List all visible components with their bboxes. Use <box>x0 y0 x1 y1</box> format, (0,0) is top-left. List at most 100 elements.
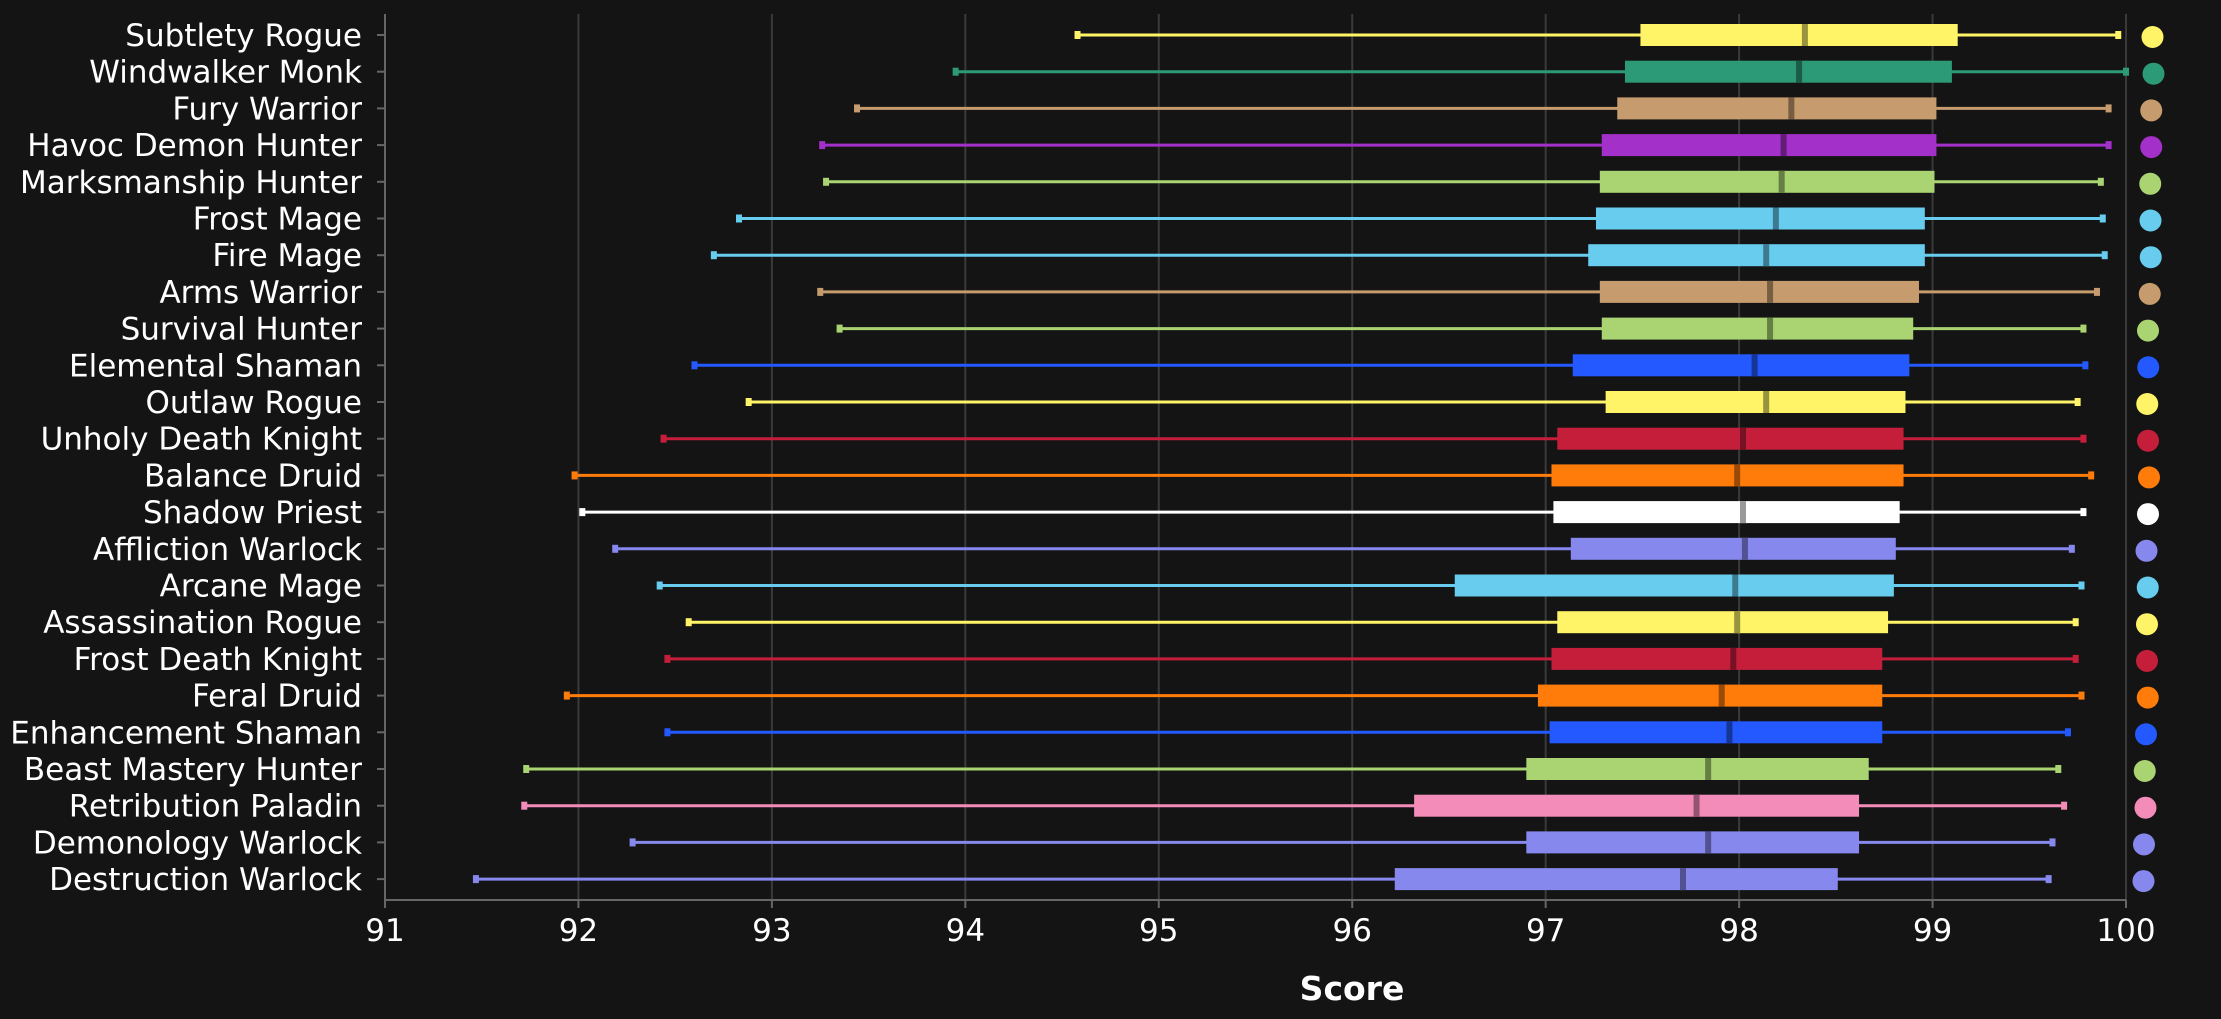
median-marker <box>1734 611 1741 634</box>
series-color-dot <box>2140 136 2163 159</box>
category-label: Destruction Warlock <box>49 862 362 898</box>
box-row <box>612 537 2075 560</box>
box-row <box>710 244 2108 267</box>
series-color-dot <box>2140 99 2163 122</box>
iqr-box <box>1394 868 1838 891</box>
whisker-max-cap <box>2080 324 2087 333</box>
whisker-max-cap <box>2088 471 2095 480</box>
whisker-max-cap <box>2078 581 2085 590</box>
series-color-dot <box>2133 760 2156 782</box>
median-marker <box>1680 868 1687 891</box>
category-label: Fury Warrior <box>172 91 362 127</box>
category-label: Feral Druid <box>192 679 362 715</box>
median-marker <box>1739 501 1746 524</box>
x-tick-label: 91 <box>365 913 404 949</box>
whisker-max-cap <box>2099 214 2106 223</box>
whisker-min-cap <box>664 654 671 663</box>
whisker-min-cap <box>819 141 826 150</box>
category-label: Assassination Rogue <box>43 605 362 641</box>
category-label: Elemental Shaman <box>69 348 362 384</box>
category-label: Demonology Warlock <box>33 825 362 861</box>
whisker-max-cap <box>2072 654 2079 663</box>
series-color-dot <box>2139 172 2162 195</box>
whisker-max-cap <box>2055 765 2062 773</box>
category-label: Balance Druid <box>144 458 362 494</box>
box-row <box>563 684 2085 707</box>
category-label: Subtlety Rogue <box>125 18 362 54</box>
median-marker <box>1788 97 1795 120</box>
box-row <box>1074 24 2122 46</box>
box-row <box>629 831 2056 854</box>
median-marker <box>1730 647 1737 670</box>
x-tick-label: 100 <box>2096 913 2155 949</box>
category-label: Enhancement Shaman <box>10 715 362 751</box>
iqr-box <box>1551 647 1883 670</box>
iqr-box <box>1601 134 1937 157</box>
box-series <box>472 24 2129 891</box>
category-label: Unholy Death Knight <box>41 422 362 458</box>
x-tick-label: 99 <box>1913 913 1952 949</box>
box-row <box>952 60 2129 83</box>
category-label: Beast Mastery Hunter <box>24 752 362 788</box>
whisker-min-cap <box>656 581 663 590</box>
x-tick-label: 93 <box>752 913 791 949</box>
whisker-min-cap <box>629 838 636 847</box>
series-color-dot <box>2136 393 2159 415</box>
iqr-box <box>1588 244 1925 267</box>
box-row <box>472 868 2052 891</box>
series-color-dot <box>2136 649 2158 672</box>
iqr-box <box>1605 391 1906 413</box>
box-row <box>685 611 2079 634</box>
series-color-dot <box>2138 282 2161 305</box>
median-marker <box>1726 721 1733 744</box>
series-color-dot <box>2141 26 2164 48</box>
series-color-dot <box>2134 796 2157 819</box>
whisker-min-cap <box>571 471 578 480</box>
whisker-min-cap <box>836 324 843 333</box>
box-row <box>571 464 2095 487</box>
x-tick-label: 96 <box>1332 913 1371 949</box>
category-label: Retribution Paladin <box>69 789 362 825</box>
iqr-box <box>1553 501 1900 524</box>
median-marker <box>1705 758 1712 780</box>
series-color-dot <box>2139 246 2162 269</box>
whisker-min-cap <box>563 691 570 700</box>
whisker-max-cap <box>2061 801 2068 810</box>
median-marker <box>1767 280 1774 303</box>
category-label: Affliction Warlock <box>93 532 362 568</box>
whisker-min-cap <box>523 765 530 773</box>
median-marker <box>1751 354 1758 377</box>
whisker-max-cap <box>2068 544 2075 553</box>
category-label: Windwalker Monk <box>89 55 362 91</box>
whisker-max-cap <box>2105 141 2112 150</box>
whisker-min-cap <box>817 287 824 296</box>
iqr-box <box>1595 207 1925 230</box>
box-row <box>736 207 2106 230</box>
whisker-min-cap <box>472 875 479 884</box>
box-row <box>660 427 2087 450</box>
box-row <box>854 97 2112 120</box>
whisker-min-cap <box>579 508 586 517</box>
whisker-max-cap <box>2123 67 2129 76</box>
median-marker <box>1780 134 1787 157</box>
iqr-box <box>1557 611 1889 634</box>
whisker-min-cap <box>854 104 861 113</box>
series-color-dot <box>2137 319 2159 342</box>
median-marker <box>1718 684 1725 707</box>
iqr-box <box>1526 758 1869 780</box>
x-axis-title: Score <box>1300 969 1405 1008</box>
box-row <box>523 758 2062 780</box>
whisker-min-cap <box>685 618 692 627</box>
median-marker <box>1801 24 1808 46</box>
series-color-dot <box>2132 870 2155 893</box>
whisker-max-cap <box>2045 875 2052 884</box>
box-row <box>664 647 2079 670</box>
box-row <box>691 354 2089 377</box>
iqr-box <box>1557 427 1904 450</box>
category-label: Marksmanship Hunter <box>20 165 362 201</box>
median-marker <box>1763 244 1770 267</box>
whisker-max-cap <box>2074 398 2081 406</box>
series-color-dot <box>2138 466 2160 489</box>
whisker-max-cap <box>2049 838 2056 847</box>
